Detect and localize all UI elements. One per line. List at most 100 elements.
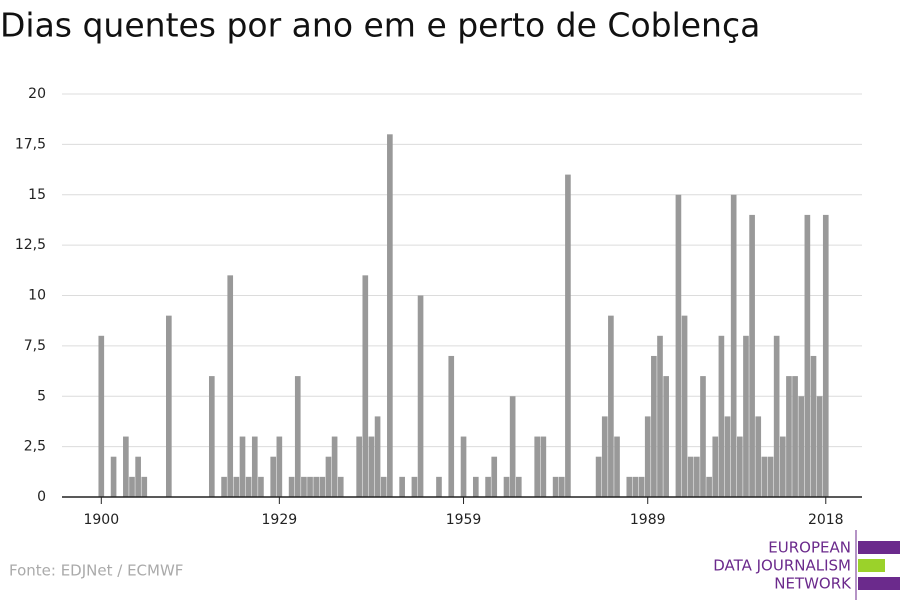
y-tick-label: 2,5 <box>24 439 46 455</box>
y-tick-label: 17,5 <box>15 136 46 152</box>
bar <box>681 315 688 497</box>
bar <box>208 376 215 497</box>
bar <box>251 436 258 497</box>
y-tick-label: 5 <box>37 388 46 404</box>
bar <box>233 476 240 497</box>
bar <box>810 355 817 497</box>
x-tick-label: 2018 <box>808 512 844 528</box>
bar <box>687 456 694 497</box>
bar <box>694 456 700 497</box>
bar <box>362 275 369 497</box>
bar <box>601 416 608 497</box>
bar <box>755 416 762 497</box>
bar <box>227 275 234 497</box>
bar <box>485 476 491 497</box>
bar <box>608 315 614 497</box>
bar <box>632 476 639 497</box>
bar <box>221 476 227 497</box>
bar <box>767 456 774 497</box>
bar <box>614 436 620 497</box>
bar <box>123 436 129 497</box>
bar <box>663 376 669 497</box>
bar <box>503 476 510 497</box>
bar <box>558 476 565 497</box>
bar <box>822 214 829 497</box>
bar <box>798 396 805 497</box>
bar <box>135 456 141 497</box>
bar <box>565 174 571 497</box>
bar <box>337 476 344 497</box>
bar <box>448 355 455 497</box>
bar <box>245 476 252 497</box>
bar <box>417 295 424 497</box>
y-tick-label: 20 <box>28 86 46 102</box>
bar <box>325 456 332 497</box>
y-tick-label: 7,5 <box>24 338 46 354</box>
bar <box>110 456 117 497</box>
chart-title: Dias quentes por ano em e perto de Coble… <box>0 6 760 45</box>
bar <box>651 355 657 497</box>
bar <box>675 194 682 497</box>
bar <box>724 416 731 497</box>
bar <box>786 376 792 497</box>
y-tick-label: 10 <box>28 288 46 304</box>
bar <box>700 376 706 497</box>
bar <box>368 436 375 497</box>
bar <box>761 456 768 497</box>
bar <box>239 436 246 497</box>
bar <box>712 436 719 497</box>
bar <box>319 476 326 497</box>
bar <box>644 416 651 497</box>
bar <box>718 335 725 497</box>
logo-text: DATA JOURNALISM <box>713 557 851 575</box>
bar <box>552 476 559 497</box>
bar <box>276 436 283 497</box>
bar <box>626 476 633 497</box>
x-tick-label: 1959 <box>446 512 482 528</box>
x-tick-label: 1989 <box>630 512 666 528</box>
source: Fonte: EDJNet / ECMWF <box>9 562 183 580</box>
bar <box>411 476 418 497</box>
bar <box>288 476 295 497</box>
bar <box>166 315 172 497</box>
bar <box>436 476 442 497</box>
bar <box>638 476 645 497</box>
bar <box>657 335 663 497</box>
bar <box>472 476 479 497</box>
y-tick-label: 12,5 <box>15 237 46 253</box>
bar <box>374 416 381 497</box>
bar <box>294 376 301 497</box>
bar <box>356 436 362 497</box>
bar <box>804 214 811 497</box>
bar <box>595 456 602 497</box>
logo-bar <box>858 559 885 572</box>
bar <box>307 476 313 497</box>
x-tick-label: 1900 <box>83 512 119 528</box>
bar <box>743 335 749 497</box>
bar <box>515 476 522 497</box>
bar <box>258 476 264 497</box>
logo-text: NETWORK <box>774 575 852 593</box>
logo-bar <box>858 541 900 554</box>
bar <box>534 436 541 497</box>
bar <box>460 436 467 497</box>
bar <box>129 476 135 497</box>
bar <box>779 436 786 497</box>
bar <box>98 335 105 497</box>
bar <box>706 476 712 497</box>
bar <box>792 376 798 497</box>
bar <box>387 134 393 498</box>
bar <box>380 476 387 497</box>
bar <box>749 214 755 497</box>
bar <box>313 476 320 497</box>
bar <box>736 436 743 497</box>
bar <box>509 396 516 497</box>
logo-text: EUROPEAN <box>768 539 851 557</box>
x-tick-label: 1929 <box>262 512 298 528</box>
bar <box>540 436 547 497</box>
bar <box>730 194 737 497</box>
bar <box>301 476 307 497</box>
y-tick-label: 15 <box>28 187 46 203</box>
bar <box>491 456 498 497</box>
